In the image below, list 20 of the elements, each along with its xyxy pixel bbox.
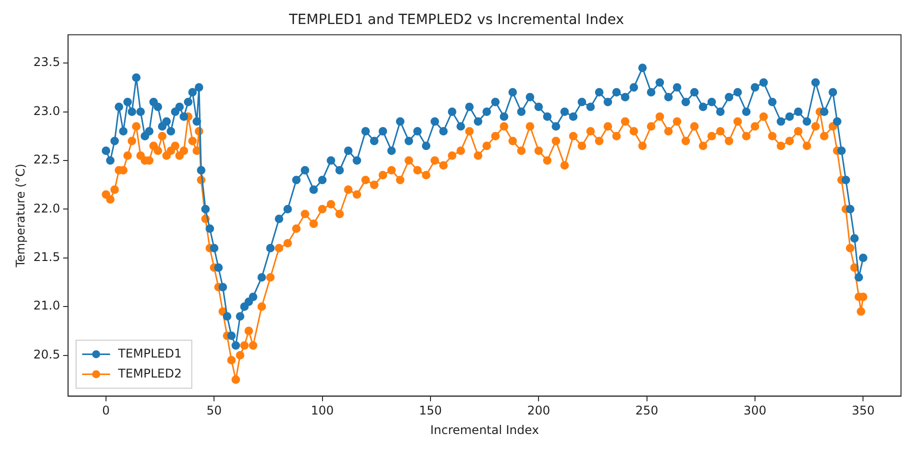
- legend-label: TEMPLED1: [117, 346, 182, 360]
- y-tick-label: 20.5: [33, 347, 60, 362]
- x-tick-label: 50: [206, 404, 222, 418]
- x-axis-title: Incremental Index: [430, 422, 539, 437]
- x-tick-label: 350: [852, 404, 875, 418]
- x-tick-label: 0: [102, 404, 110, 418]
- y-tick-label: 21.0: [33, 298, 60, 313]
- y-tick-label: 23.0: [33, 104, 60, 118]
- y-tick-label: 21.5: [33, 250, 60, 264]
- x-tick-label: 150: [419, 404, 442, 418]
- x-tick-label: 200: [527, 404, 550, 418]
- x-tick-label: 250: [635, 404, 658, 418]
- y-tick-label: 22.5: [33, 152, 60, 167]
- y-axis-title: Temperature (°C): [13, 164, 28, 268]
- legend-label: TEMPLED2: [117, 366, 182, 380]
- chart-title: TEMPLED1 and TEMPLED2 vs Incremental Index: [288, 12, 624, 28]
- y-tick-label: 23.5: [33, 55, 60, 70]
- x-tick-label: 300: [744, 404, 766, 418]
- y-tick-label: 22.0: [33, 201, 60, 216]
- x-tick-label: 100: [310, 404, 334, 418]
